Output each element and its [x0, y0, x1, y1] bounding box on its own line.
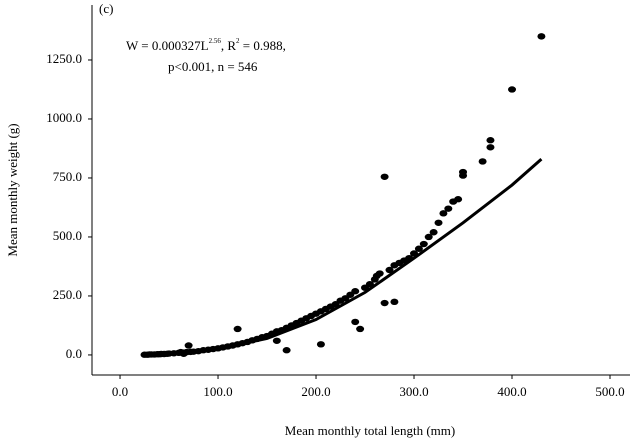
data-point — [486, 144, 495, 151]
fit-line — [144, 157, 543, 357]
data-point — [429, 229, 438, 236]
data-point — [385, 266, 394, 274]
data-point — [486, 137, 495, 144]
data-point — [537, 33, 546, 40]
data-point — [444, 205, 453, 212]
y-tick-label: 500.0 — [53, 228, 82, 243]
x-tick-label: 100.0 — [203, 384, 232, 399]
annotation-line1: W = 0.000327L2.56, R2 = 0.988, — [126, 37, 286, 53]
data-point — [419, 240, 428, 248]
data-point — [365, 280, 374, 288]
data-point — [390, 298, 399, 306]
data-point — [375, 270, 384, 277]
x-tick-label: 300.0 — [399, 384, 428, 399]
data-point — [351, 318, 360, 326]
data-point — [478, 158, 487, 165]
x-tick-label: 400.0 — [497, 384, 526, 399]
data-point — [184, 342, 193, 349]
x-axis-title: Mean monthly total length (mm) — [285, 423, 455, 438]
annotation-text: W = 0.000327L — [126, 38, 209, 53]
data-point — [454, 196, 463, 203]
y-tick-label: 1250.0 — [46, 51, 82, 66]
y-tick-label: 0.0 — [66, 346, 82, 361]
y-tick-label: 1000.0 — [46, 110, 82, 125]
data-point — [459, 172, 468, 179]
data-point — [424, 233, 433, 241]
data-point — [351, 288, 360, 295]
data-point — [380, 299, 389, 307]
y-tick-label: 250.0 — [53, 287, 82, 302]
data-point — [434, 219, 443, 226]
data-point — [233, 325, 242, 333]
data-point — [316, 341, 325, 348]
data-point — [356, 325, 365, 333]
data-point — [380, 173, 389, 180]
annotation-exponent: 2.56 — [209, 37, 222, 45]
annotation-text: = 0.988, — [239, 38, 285, 53]
data-point — [272, 337, 281, 344]
x-tick-label: 200.0 — [301, 384, 330, 399]
x-tick-label: 0.0 — [112, 384, 128, 399]
data-point — [508, 86, 517, 93]
panel-label: (c) — [99, 1, 113, 16]
annotation-text: , R — [221, 38, 237, 53]
x-tick-label: 500.0 — [595, 384, 624, 399]
annotation-line2: p<0.001, n = 546 — [168, 59, 258, 74]
y-axis-title: Mean monthly weight (g) — [5, 123, 20, 256]
data-point — [414, 245, 423, 252]
data-point — [439, 210, 448, 217]
y-tick-label: 750.0 — [53, 169, 82, 184]
data-point — [282, 347, 291, 354]
annotation-exponent: 2 — [236, 37, 240, 45]
